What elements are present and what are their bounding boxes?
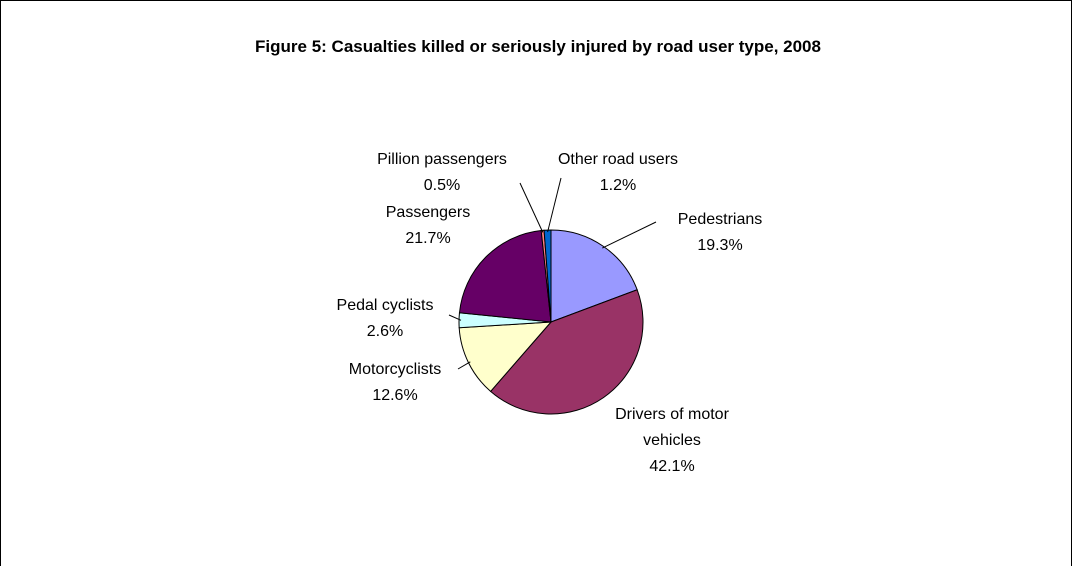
value-label: 1.2% <box>599 177 637 194</box>
category-label: Passengers <box>385 204 471 221</box>
category-label: Pillion passengers <box>377 151 507 168</box>
pie-slice <box>489 289 644 415</box>
slice-label: Drivers of motor vehicles 42.1% <box>602 402 742 480</box>
slice-label: Pillion passengers 0.5% <box>342 147 542 199</box>
slice-label: Pedal cyclists 2.6% <box>315 293 455 345</box>
slice-label: Passengers 21.7% <box>368 200 488 252</box>
pie-slice <box>543 229 552 323</box>
slice-label: Motorcyclists 12.6% <box>325 357 465 409</box>
value-label: 21.7% <box>405 230 451 247</box>
category-label: Motorcyclists <box>348 361 442 378</box>
leader-line <box>602 221 657 249</box>
slice-label: Pedestrians 19.3% <box>660 207 780 259</box>
category-label: Pedestrians <box>677 211 763 228</box>
category-label: Pedal cyclists <box>336 297 434 314</box>
leader-line <box>547 177 562 233</box>
value-label: 42.1% <box>649 458 695 475</box>
category-label: Other road users <box>557 151 679 168</box>
leader-line <box>457 361 471 370</box>
category-label: Drivers of motor vehicles <box>615 406 729 449</box>
value-label: 0.5% <box>423 177 461 194</box>
pie-slice <box>458 229 552 323</box>
leader-line <box>519 182 544 233</box>
slice-label: Other road users 1.2% <box>538 147 698 199</box>
value-label: 19.3% <box>697 237 743 254</box>
pie-slice <box>550 229 638 323</box>
leader-line <box>448 314 462 321</box>
chart-title: Figure 5: Casualties killed or seriously… <box>255 37 821 56</box>
value-label: 2.6% <box>366 323 404 340</box>
value-label: 12.6% <box>372 387 418 404</box>
